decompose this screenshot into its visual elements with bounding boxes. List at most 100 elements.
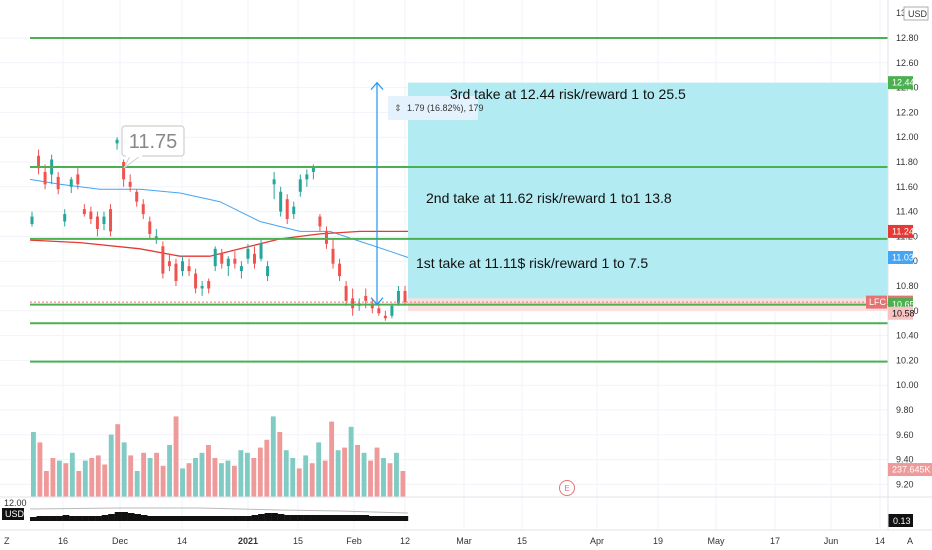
candle-body (318, 216, 322, 227)
candle-body (174, 263, 178, 282)
measure-label: 1.79 (16.82%), 179 (407, 103, 484, 113)
volume-bar (82, 460, 88, 497)
volume-bar (199, 452, 205, 497)
take-3-annotation[interactable]: 3rd take at 12.44 risk/reward 1 to 25.5 (450, 86, 686, 102)
indicator-bar (238, 516, 246, 521)
volume-bar (147, 458, 153, 497)
measure-tool[interactable]: ⇕ 1.79 (16.82%), 179 (370, 81, 484, 306)
take-2-annotation[interactable]: 2nd take at 11.62 risk/reward 1 to1 13.8 (426, 190, 672, 206)
volume-bar (309, 463, 315, 497)
time-tick-label: Mar (456, 536, 472, 546)
indicator-bar (49, 516, 57, 521)
volume-bar (154, 452, 160, 497)
volume-bar (244, 452, 250, 497)
volume-bar (387, 463, 393, 497)
indicator-bar (36, 516, 44, 521)
volume-bar (76, 471, 82, 497)
candle-body (351, 298, 355, 309)
time-tick-label: 14 (875, 536, 885, 546)
time-tick-label: 15 (293, 536, 303, 546)
candle-body (396, 290, 400, 304)
indicator-bar (160, 516, 168, 521)
price-tag-label: 11.03 (892, 252, 914, 262)
volume-bar (219, 463, 224, 497)
volume-bar (316, 442, 322, 497)
price-tick-label: 9.40 (896, 455, 914, 465)
timezone-icon[interactable]: Z (4, 536, 10, 546)
volume-bar (121, 442, 127, 497)
volume-bar (342, 447, 348, 497)
horizontal-levels[interactable] (30, 37, 888, 363)
candle-body (311, 166, 315, 172)
volume-bar (329, 421, 335, 497)
auto-scale-button[interactable]: A (907, 536, 913, 546)
price-tick-label: 11.80 (896, 157, 918, 167)
volume-bar (141, 452, 147, 497)
indicator-bar (375, 516, 383, 521)
time-axis[interactable]: 16 Dec 14 2021 15 Feb 12 Mar 15 Apr 19 May 17 Jun 14 (0, 529, 932, 546)
volume-bar (31, 432, 36, 497)
candle-body (364, 295, 368, 301)
price-tags: 12.4411.2411.0310.67LFC10.6510.58237.645… (866, 76, 932, 477)
volume-bar (56, 460, 62, 497)
candle-body (305, 174, 309, 180)
volume-bar (303, 455, 309, 497)
indicator-top-label: 12.00 (4, 498, 27, 508)
volume-bar (95, 455, 101, 497)
candle-body (148, 221, 152, 234)
price-tick-label: 12.80 (896, 33, 919, 43)
indicator-bar (43, 516, 50, 521)
volume-bar (108, 434, 114, 497)
currency-box[interactable] (903, 6, 929, 21)
price-tag-label: 12.44 (892, 78, 915, 88)
volume-bar (89, 458, 95, 497)
indicator-bar (264, 513, 272, 521)
volume-bar (206, 445, 211, 497)
volume-bar (102, 464, 108, 497)
volume-bar (173, 416, 179, 497)
indicator-bar (30, 517, 37, 521)
price-tick-label: 10.20 (896, 355, 919, 365)
indicator-bar (153, 516, 161, 521)
indicator-bar (342, 515, 350, 521)
candle-body (344, 286, 348, 301)
indicator-bar (219, 516, 226, 521)
candles (30, 137, 407, 321)
price-callout[interactable]: 11.75 (121, 125, 185, 169)
indicator-bar (56, 516, 63, 521)
candle-body (89, 211, 93, 220)
indicator-value: 0.13 (893, 516, 911, 526)
earnings-marker[interactable]: E (559, 480, 575, 496)
time-tick-label: Apr (590, 536, 604, 546)
volume-bar (186, 463, 192, 497)
price-tick-label: 11.40 (896, 207, 918, 217)
volume-bar (115, 424, 121, 497)
indicator-bar (355, 515, 363, 521)
target-zone[interactable] (408, 82, 888, 299)
currency-label: USD (908, 9, 928, 19)
volume-bar (355, 445, 360, 497)
indicator-value-tag (888, 514, 913, 527)
candle-body (167, 261, 171, 267)
price-tick-label: 10.80 (896, 281, 919, 291)
indicator-bar (245, 516, 252, 521)
volume-bar (394, 452, 399, 497)
candle-body (69, 179, 73, 187)
indicator-bar (108, 514, 115, 521)
price-tag-label: 237.645K (892, 465, 931, 475)
take-1-annotation[interactable]: 1st take at 11.11$ risk/reward 1 to 7.5 (416, 255, 648, 271)
candle-body (338, 263, 342, 277)
indicator-bar (88, 516, 96, 521)
grid (0, 0, 888, 530)
volume-bar (231, 465, 237, 497)
indicator-currency: USD (5, 509, 25, 519)
volume-bar (50, 458, 56, 497)
symbol-tag-label: LFC (869, 297, 887, 307)
price-tag (888, 306, 913, 320)
volume-bar (381, 458, 386, 497)
volume-bar (180, 468, 185, 497)
indicator-bar (62, 515, 70, 521)
indicator-bar (205, 516, 213, 521)
candle-body (266, 266, 270, 277)
